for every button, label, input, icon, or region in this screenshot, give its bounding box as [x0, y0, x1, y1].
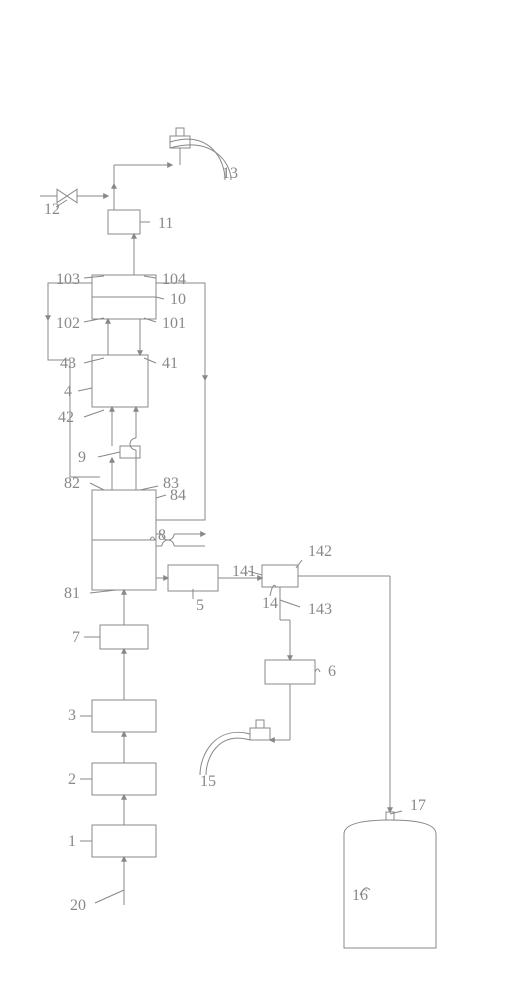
- block-b11: [108, 210, 140, 234]
- block-b1: [92, 825, 156, 857]
- block-b2: [92, 763, 156, 795]
- block-b7: [100, 625, 148, 649]
- label-9: 9: [78, 449, 86, 466]
- block-b9: [120, 446, 140, 458]
- label-14: 14: [262, 595, 278, 612]
- label-42: 42: [58, 409, 74, 426]
- label-101: 101: [162, 315, 186, 332]
- block-b5: [168, 565, 218, 591]
- label-4: 4: [64, 383, 72, 400]
- label-43: 43: [60, 355, 76, 372]
- label-20: 20: [70, 897, 86, 914]
- label-82: 82: [64, 475, 80, 492]
- label-13: 13: [222, 165, 238, 182]
- block-b6: [265, 660, 315, 684]
- valve-12: [57, 189, 77, 202]
- block-b4: [92, 355, 148, 407]
- tank-16: [344, 820, 436, 948]
- label-104: 104: [162, 271, 186, 288]
- flow-diagram: 2012378188482839424344110110210103104111…: [0, 0, 526, 1000]
- label-81: 81: [64, 585, 80, 602]
- label-12: 12: [44, 201, 60, 218]
- label-5: 5: [196, 597, 204, 614]
- label-11: 11: [158, 215, 173, 232]
- label-143: 143: [308, 601, 332, 618]
- label-103: 103: [56, 271, 80, 288]
- block-b14: [262, 565, 298, 587]
- label-141: 141: [232, 563, 256, 580]
- comp-15: [250, 728, 270, 740]
- label-10: 10: [170, 291, 186, 308]
- label-3: 3: [68, 707, 76, 724]
- label-142: 142: [308, 543, 332, 560]
- label-17: 17: [410, 797, 426, 814]
- label-16: 16: [352, 887, 368, 904]
- block-b3: [92, 700, 156, 732]
- label-41: 41: [162, 355, 178, 372]
- label-6: 6: [328, 663, 336, 680]
- label-2: 2: [68, 771, 76, 788]
- label-7: 7: [72, 629, 80, 646]
- label-15: 15: [200, 773, 216, 790]
- label-83: 83: [163, 475, 179, 492]
- label-102: 102: [56, 315, 80, 332]
- label-1: 1: [68, 833, 76, 850]
- label-8: 8: [158, 527, 166, 544]
